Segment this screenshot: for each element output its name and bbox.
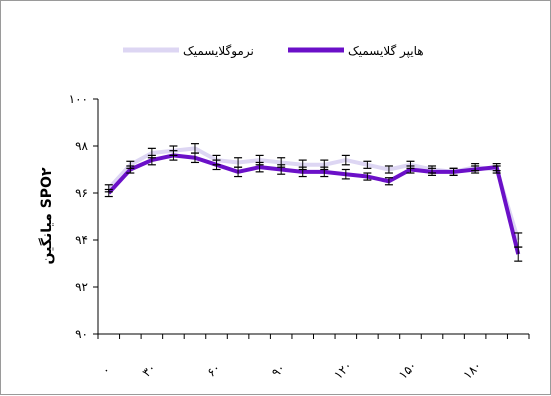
x-tick-label: ۰ — [99, 363, 113, 377]
series-line-normoglycemic — [109, 148, 518, 240]
legend-label-normoglycemic: نرموگلایسمیک — [183, 44, 254, 59]
legend-label-hyperglycemic: هایپر گلایسمیک — [348, 44, 424, 59]
y-tick-label: ۹۲ — [75, 280, 88, 294]
x-tick-label: ۱۸۰ — [461, 358, 485, 382]
x-tick-label: ۱۵۰ — [396, 358, 420, 382]
y-tick-label: ۹۸ — [75, 139, 88, 153]
y-tick-label: ۹۰ — [75, 327, 88, 341]
x-tick-label: ۱۲۰ — [331, 358, 355, 382]
axes: ۹۰ ۹۲ ۹۴ ۹۶ ۹۸ ۱۰۰ ۰ ۳۰ ۶۰ ۹۰ ۱۲۰ ۱۵۰ ۱۸۰ — [69, 92, 529, 382]
y-tick-label: ۱۰۰ — [69, 92, 88, 106]
y-tick-label: ۹۶ — [75, 186, 88, 200]
series-group — [105, 144, 522, 262]
y-tick-label: ۹۴ — [75, 233, 88, 247]
x-tick-label: ۳۰ — [140, 361, 159, 380]
x-tick-label: ۶۰ — [204, 361, 223, 380]
x-tick-label: ۹۰ — [269, 361, 288, 380]
legend: نرموگلایسمیک هایپر گلایسمیک — [123, 44, 424, 59]
y-axis-label: میانگین SPO۲ — [38, 167, 55, 264]
series-line-hyperglycemic — [109, 155, 518, 254]
